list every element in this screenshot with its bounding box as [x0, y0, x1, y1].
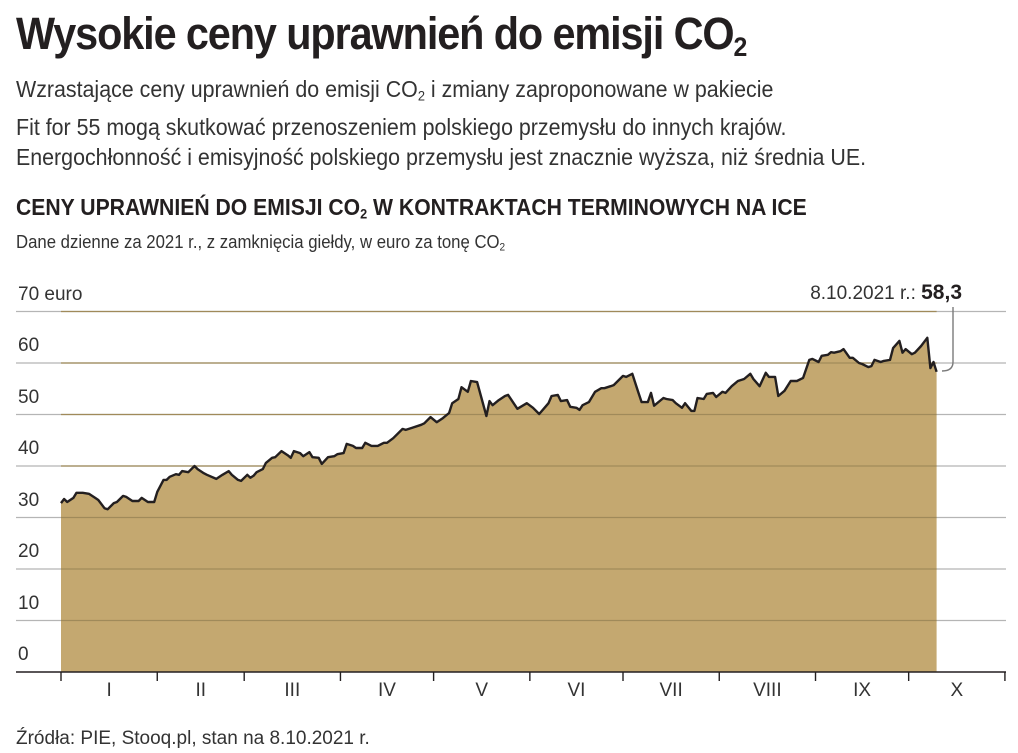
last-value: 58,3: [921, 281, 962, 304]
x-tick-label: IX: [853, 680, 872, 701]
lead-line-2: Fit for 55 mogą skutkować przenoszeniem …: [16, 113, 787, 140]
x-tick-label: V: [475, 680, 489, 701]
chart-description: Dane dzienne za 2021 r., z zamknięcia gi…: [16, 232, 506, 254]
lead-line-3: Energochłonność i emisyjność polskiego p…: [16, 144, 867, 171]
y-tick-label: 60: [18, 335, 40, 356]
x-tick-label: III: [284, 680, 301, 701]
lead-line-1: Wzrastające ceny uprawnień do emisji CO2…: [16, 76, 774, 104]
y-tick-label: 20: [18, 541, 40, 562]
price-line: [60, 336, 938, 511]
y-tick-label: 10: [18, 592, 40, 614]
x-tick-label: X: [950, 680, 964, 701]
chart-title: CENY UPRAWNIEŃ DO EMISJI CO2 W KONTRAKTA…: [16, 194, 807, 222]
x-tick-label: VIII: [753, 680, 782, 701]
x-tick-label: I: [106, 680, 112, 701]
x-tick-label: VI: [567, 680, 586, 701]
gridlines-on-area: [61, 310, 937, 622]
lead-paragraph: Wzrastające ceny uprawnień do emisji CO2…: [16, 74, 866, 173]
y-tick-label: 50: [18, 386, 40, 408]
x-tick-label: VII: [659, 680, 683, 701]
y-tick-label: 70 euro: [18, 283, 83, 305]
y-tick-label: 0: [18, 644, 29, 665]
page-title: Wysokie ceny uprawnień do emisji CO2: [16, 8, 747, 62]
source-note: Źródła: PIE, Stooq.pl, stan na 8.10.2021…: [16, 728, 370, 749]
y-tick-label: 40: [18, 438, 40, 459]
last-value-annotation: 8.10.2021 r.: 58,3: [810, 281, 962, 304]
x-tick-label: II: [195, 680, 206, 701]
x-tick-label: IV: [378, 680, 396, 701]
x-axis-ticks: [60, 672, 1006, 681]
y-tick-label: 30: [18, 489, 40, 511]
price-area: [61, 337, 937, 672]
annotation-leader-line: [941, 307, 954, 372]
